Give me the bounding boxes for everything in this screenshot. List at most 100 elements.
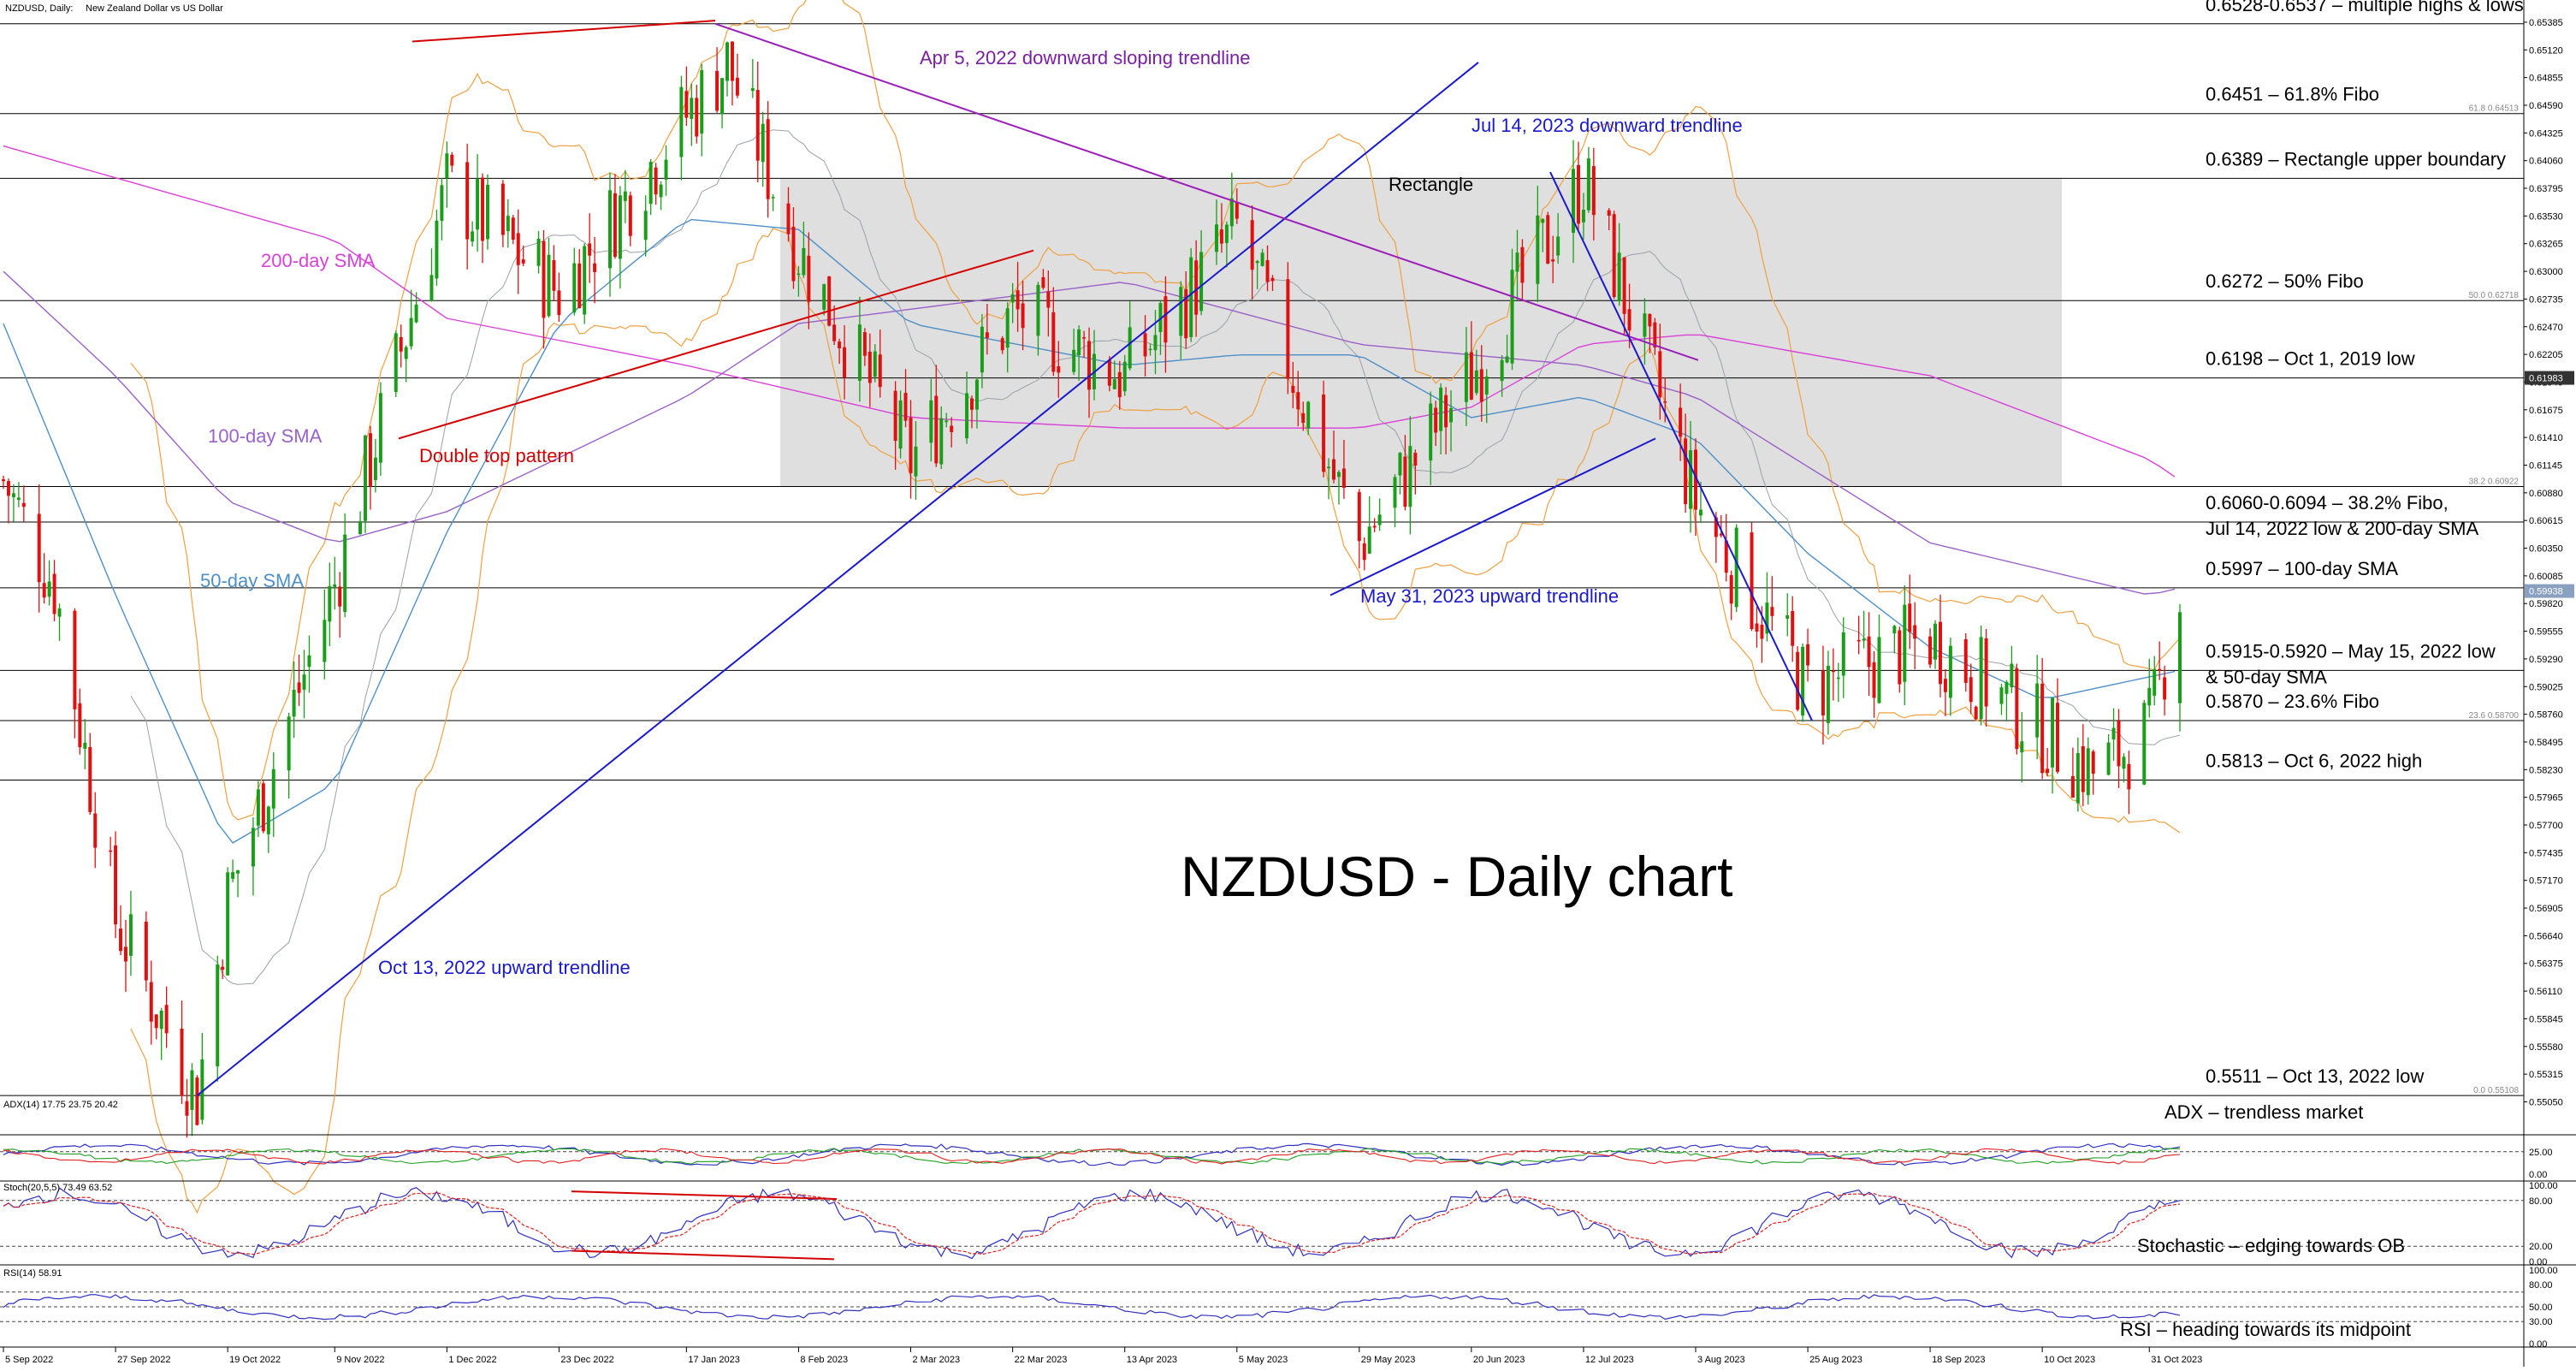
price-tick-label: 0.63530 — [2529, 211, 2563, 222]
candle-body — [1341, 468, 1346, 489]
candle-body — [2106, 742, 2111, 775]
candle-body — [542, 240, 546, 318]
candle-body — [358, 520, 363, 535]
stoch-tick: 20.00 — [2529, 1242, 2553, 1252]
date-tick-label: 29 May 2023 — [1361, 1355, 1416, 1365]
candle-body — [1408, 446, 1412, 507]
candle-body — [1856, 639, 1861, 642]
candle-body — [1434, 407, 1438, 433]
price-tick-label: 0.62205 — [2529, 350, 2563, 360]
candle-body — [1082, 337, 1087, 339]
candle-body — [1581, 210, 1585, 223]
level-label: 0.5813 – Oct 6, 2022 high — [2206, 751, 2422, 772]
candle-body — [88, 746, 92, 812]
candle-body — [1184, 289, 1188, 339]
price-tick-label: 0.56110 — [2529, 987, 2562, 997]
candle-body — [2163, 677, 2167, 700]
rsi-tick: 100.00 — [2529, 1266, 2558, 1276]
price-tick-label: 0.59290 — [2529, 655, 2563, 665]
candle-body — [364, 436, 368, 521]
adx-annotation: ADX – trendless market — [2164, 1101, 2363, 1123]
candle-body — [1536, 215, 1540, 284]
candle-body — [1551, 259, 1555, 262]
candles — [2, 41, 2182, 1138]
candle-body — [903, 393, 908, 421]
candle-body — [216, 964, 220, 1067]
candle-body — [945, 420, 949, 423]
candle-body — [109, 850, 113, 852]
candle-body — [1005, 308, 1010, 348]
candle-body — [1796, 651, 1800, 710]
candle-body — [114, 845, 118, 925]
candle-body — [154, 1014, 158, 1029]
candle-body — [1724, 540, 1728, 573]
date-tick-label: 13 Apr 2023 — [1127, 1355, 1177, 1365]
candle-body — [628, 195, 632, 236]
candle-body — [52, 573, 56, 614]
candle-body — [974, 379, 979, 410]
price-tick-label: 0.56640 — [2529, 931, 2563, 941]
candle-body — [481, 177, 485, 241]
candle-body — [1107, 359, 1111, 386]
may31-upward-trendline — [1329, 437, 1656, 596]
candle-body — [1148, 348, 1152, 351]
candle-body — [1296, 392, 1300, 410]
candle-body — [1194, 260, 1199, 315]
candle-body — [1164, 296, 1168, 343]
price-tag-61983-bg — [2525, 371, 2574, 385]
candle-body — [857, 324, 862, 381]
candle-body — [1684, 438, 1688, 505]
fib-label: 0.0 0.55108 — [2473, 1086, 2519, 1095]
chart-annotation: Oct 13, 2022 upward trendline — [378, 957, 631, 978]
candle-body — [1750, 532, 1754, 630]
candle-body — [1505, 356, 1509, 363]
price-tag-61983: 0.61983 — [2529, 374, 2563, 384]
candle-body — [445, 153, 449, 179]
chart-annotation: May 31, 2023 upward trendline — [1360, 585, 1619, 607]
candle-body — [1377, 514, 1382, 525]
rsi-label: RSI(14) 58.91 — [3, 1268, 62, 1279]
price-tick-label: 0.55580 — [2529, 1042, 2563, 1053]
sma-line — [3, 270, 2176, 595]
candle-body — [83, 742, 87, 749]
candle-body — [2015, 668, 2019, 750]
indicator-panels: 25.000.00100.0080.0020.000.00100.0080.00… — [0, 1134, 2576, 1350]
adx-label: ADX(14) 17.75 23.75 20.42 — [3, 1100, 118, 1110]
price-tick-label: 0.60085 — [2529, 572, 2563, 582]
candle-body — [1286, 279, 1290, 379]
date-tick-label: 25 Aug 2023 — [1809, 1355, 1862, 1365]
date-tick-label: 8 Feb 2023 — [800, 1355, 848, 1365]
candle-body — [1622, 257, 1626, 314]
candle-body — [1372, 525, 1377, 528]
candle-body — [1143, 333, 1147, 357]
candle-body — [547, 254, 551, 317]
candle-body — [1179, 287, 1183, 336]
candle-body — [822, 284, 826, 310]
candle-body — [618, 195, 622, 259]
candle-body — [465, 162, 470, 240]
candle-body — [261, 783, 265, 832]
candle-body — [16, 497, 21, 501]
date-tick-label: 22 Mar 2023 — [1015, 1355, 1068, 1365]
price-axis: 0.65385 0.65120 0.64855 0.64590 0.64325 0.640… — [2523, 0, 2574, 1367]
fib-label: 50.0 0.62718 — [2469, 291, 2520, 300]
candle-body — [980, 326, 984, 373]
candle-body — [1938, 621, 1942, 685]
candle-body — [929, 400, 933, 443]
candle-body — [1867, 636, 1871, 668]
date-tick-label: 18 Sep 2023 — [1932, 1355, 1985, 1365]
candle-body — [195, 1077, 199, 1125]
date-tick-label: 10 Oct 2023 — [2044, 1355, 2095, 1365]
level-label: 0.6528-0.6537 – multiple highs & lows — [2206, 0, 2524, 15]
candle-body — [2076, 752, 2080, 804]
candle-body — [1612, 214, 1616, 298]
price-tick-label: 0.57700 — [2529, 821, 2563, 831]
candle-body — [221, 966, 225, 970]
candle-body — [607, 190, 612, 269]
price-tick-label: 0.55315 — [2529, 1070, 2563, 1080]
candle-body — [802, 247, 806, 276]
candle-body — [149, 982, 153, 1022]
candle-body — [1357, 492, 1361, 542]
candle-body — [1791, 611, 1795, 646]
